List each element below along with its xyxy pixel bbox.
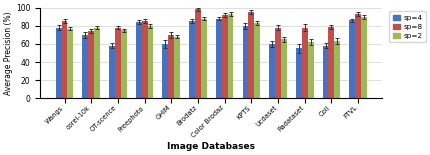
- Bar: [334, 41, 340, 98]
- Bar: [168, 35, 174, 98]
- Bar: [68, 29, 74, 98]
- Bar: [281, 39, 287, 98]
- Bar: [189, 21, 195, 98]
- Bar: [254, 23, 260, 98]
- Bar: [307, 42, 313, 98]
- Bar: [115, 28, 121, 98]
- Bar: [275, 28, 281, 98]
- Bar: [174, 37, 180, 98]
- Bar: [243, 26, 249, 98]
- Bar: [322, 46, 329, 98]
- Bar: [195, 9, 201, 98]
- Bar: [121, 30, 127, 98]
- Bar: [249, 12, 254, 98]
- Bar: [302, 28, 307, 98]
- Bar: [94, 28, 100, 98]
- Bar: [201, 19, 207, 98]
- Bar: [61, 21, 68, 98]
- Bar: [361, 17, 367, 98]
- Bar: [147, 26, 154, 98]
- Bar: [222, 15, 227, 98]
- X-axis label: Image Databases: Image Databases: [167, 142, 255, 151]
- Bar: [109, 46, 115, 98]
- Bar: [296, 49, 302, 98]
- Bar: [88, 31, 94, 98]
- Y-axis label: Average Precision (%): Average Precision (%): [4, 11, 13, 95]
- Bar: [349, 20, 355, 98]
- Bar: [329, 27, 334, 98]
- Bar: [136, 22, 141, 98]
- Bar: [216, 19, 222, 98]
- Bar: [83, 35, 88, 98]
- Legend: sp=4, sp=8, sp=2: sp=4, sp=8, sp=2: [390, 11, 426, 42]
- Bar: [269, 44, 275, 98]
- Bar: [163, 44, 168, 98]
- Bar: [355, 14, 361, 98]
- Bar: [56, 28, 61, 98]
- Bar: [141, 21, 147, 98]
- Bar: [227, 14, 233, 98]
